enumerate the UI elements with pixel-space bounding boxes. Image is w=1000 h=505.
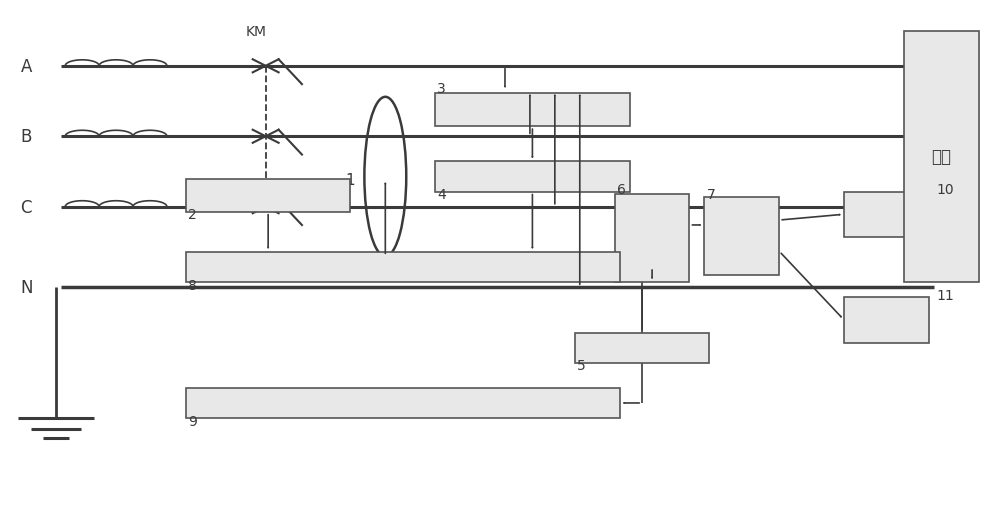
FancyBboxPatch shape — [435, 162, 630, 192]
Text: KM: KM — [245, 25, 266, 38]
Text: 8: 8 — [188, 278, 197, 292]
FancyBboxPatch shape — [575, 333, 709, 363]
Text: C: C — [21, 198, 32, 216]
FancyBboxPatch shape — [844, 298, 929, 343]
FancyBboxPatch shape — [844, 192, 929, 237]
Text: 5: 5 — [577, 359, 586, 373]
Text: 3: 3 — [437, 82, 446, 96]
FancyBboxPatch shape — [435, 94, 630, 127]
Text: A: A — [21, 58, 32, 76]
FancyBboxPatch shape — [186, 252, 620, 283]
Text: 2: 2 — [188, 208, 197, 222]
Text: 10: 10 — [937, 183, 954, 197]
Text: 9: 9 — [188, 414, 197, 428]
FancyBboxPatch shape — [186, 388, 620, 418]
Text: B: B — [21, 128, 32, 146]
FancyBboxPatch shape — [186, 180, 350, 212]
Text: 1: 1 — [345, 172, 355, 187]
FancyBboxPatch shape — [904, 31, 979, 283]
Text: 11: 11 — [937, 288, 955, 302]
FancyBboxPatch shape — [615, 195, 689, 283]
Text: 6: 6 — [617, 183, 626, 197]
Text: 4: 4 — [437, 188, 446, 201]
Text: 负载: 负载 — [931, 148, 951, 166]
Text: 7: 7 — [706, 188, 715, 201]
Text: N: N — [20, 279, 33, 296]
FancyBboxPatch shape — [704, 197, 779, 275]
